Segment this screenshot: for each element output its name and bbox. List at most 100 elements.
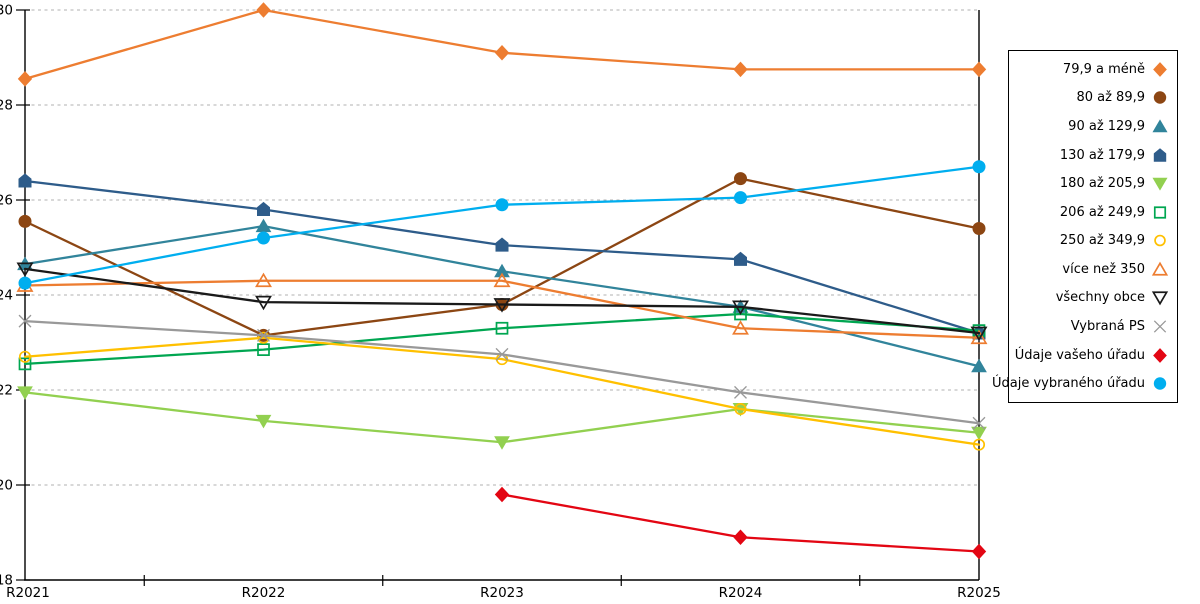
data-point (18, 357, 32, 371)
data-point (494, 436, 510, 450)
data-point (255, 218, 272, 233)
data-point (17, 71, 33, 87)
series-line (23, 319, 981, 425)
data-point (734, 385, 747, 399)
data-point (494, 45, 510, 61)
legend-item: Vybraná PS (1013, 318, 1169, 335)
legend-item: 206 až 249,9 (1013, 204, 1169, 221)
data-point (971, 61, 987, 78)
series-line (23, 8, 981, 81)
legend-item: 250 až 349,9 (1013, 232, 1169, 249)
data-point (16, 262, 34, 278)
data-point (255, 414, 272, 429)
legend-marker-icon (1153, 320, 1167, 333)
data-point (257, 201, 270, 216)
x-tick-label: R2024 (719, 585, 763, 600)
legend-item: všechny obce (1013, 289, 1169, 306)
data-point (18, 314, 32, 328)
data-point (734, 191, 747, 205)
legend-marker-icon (1153, 206, 1167, 219)
series-0 (17, 2, 987, 87)
legend-marker-icon (1153, 377, 1167, 390)
data-point (970, 326, 988, 342)
data-point (257, 343, 270, 356)
series-line (23, 279, 981, 339)
data-point (18, 173, 32, 188)
data-point (972, 222, 986, 235)
data-point (18, 276, 32, 290)
data-point (495, 198, 509, 212)
x-tick-label: R2023 (480, 585, 524, 600)
data-point (972, 416, 986, 430)
legend-label: 250 až 349,9 (1059, 233, 1145, 249)
legend-item: 79,9 a méně (1013, 61, 1169, 78)
legend-marker-icon (1153, 347, 1167, 363)
series-6 (18, 331, 986, 451)
series-11 (18, 160, 986, 290)
data-point (971, 543, 987, 560)
data-point (256, 2, 271, 18)
y-tick-label: 30 (0, 3, 13, 19)
legend-marker-icon (1153, 61, 1167, 77)
y-tick-label: 28 (0, 98, 13, 114)
legend-label: Údaje vybraného úřadu (991, 376, 1145, 392)
x-tick-label: R2022 (242, 585, 286, 600)
legend-label: 80 až 89,9 (1076, 90, 1145, 106)
data-point (18, 214, 32, 228)
data-point (495, 237, 509, 252)
data-point (734, 402, 747, 416)
legend-marker-icon (1151, 291, 1169, 306)
data-point (493, 298, 511, 313)
series-line (23, 336, 981, 446)
x-tick-label: R2021 (6, 585, 50, 600)
data-point (18, 350, 32, 363)
data-point (493, 272, 511, 288)
legend-label: všechny obce (1055, 290, 1145, 306)
data-point (732, 320, 749, 335)
legend-label: 79,9 a méně (1062, 61, 1145, 77)
data-point (257, 328, 270, 342)
legend-marker-icon (1152, 119, 1168, 133)
data-point (971, 358, 987, 373)
series-4 (17, 386, 987, 450)
legend-item: 130 až 179,9 (1013, 147, 1169, 164)
data-point (734, 251, 747, 266)
y-tick-label: 18 (0, 573, 13, 589)
legend-item: Údaje vybraného úřadu (992, 375, 1169, 392)
series-10 (494, 486, 987, 560)
data-point (734, 172, 747, 186)
legend-marker-icon (1152, 177, 1168, 191)
y-tick-label: 24 (0, 288, 13, 304)
data-point (255, 295, 272, 311)
legend-marker-icon (1154, 234, 1166, 247)
y-tick-label: 26 (0, 193, 13, 209)
x-tick-label: R2025 (957, 585, 1000, 600)
data-point (495, 321, 509, 335)
data-point (255, 272, 272, 288)
data-point (970, 329, 988, 345)
legend-item: 180 až 205,9 (1013, 175, 1169, 192)
data-point (494, 486, 510, 503)
data-point (734, 307, 747, 321)
data-point (257, 231, 270, 245)
y-tick-label: 20 (0, 478, 13, 494)
legend-label: více než 350 (1062, 261, 1145, 277)
series-8 (16, 262, 988, 342)
series-line (23, 391, 981, 444)
y-tick-label: 22 (0, 383, 13, 399)
series-9 (18, 314, 986, 430)
data-point (972, 438, 986, 451)
data-point (732, 300, 749, 316)
legend-marker-icon (1151, 261, 1169, 276)
legend-label: 90 až 129,9 (1068, 118, 1145, 134)
data-point (733, 61, 748, 78)
data-point (17, 386, 33, 400)
series-line (23, 312, 981, 366)
legend: 79,9 a méně 80 až 89,9 90 až 129,9 130 až 1… (992, 50, 1178, 403)
plot-area: 18 20 22 24 26 28 30 R2021 R2022 R2023 R2024 R2025 (0, 2, 1001, 601)
data-point (494, 263, 510, 278)
data-point (495, 347, 509, 361)
legend-item: 80 až 89,9 (1013, 89, 1169, 106)
series-line (23, 267, 981, 335)
